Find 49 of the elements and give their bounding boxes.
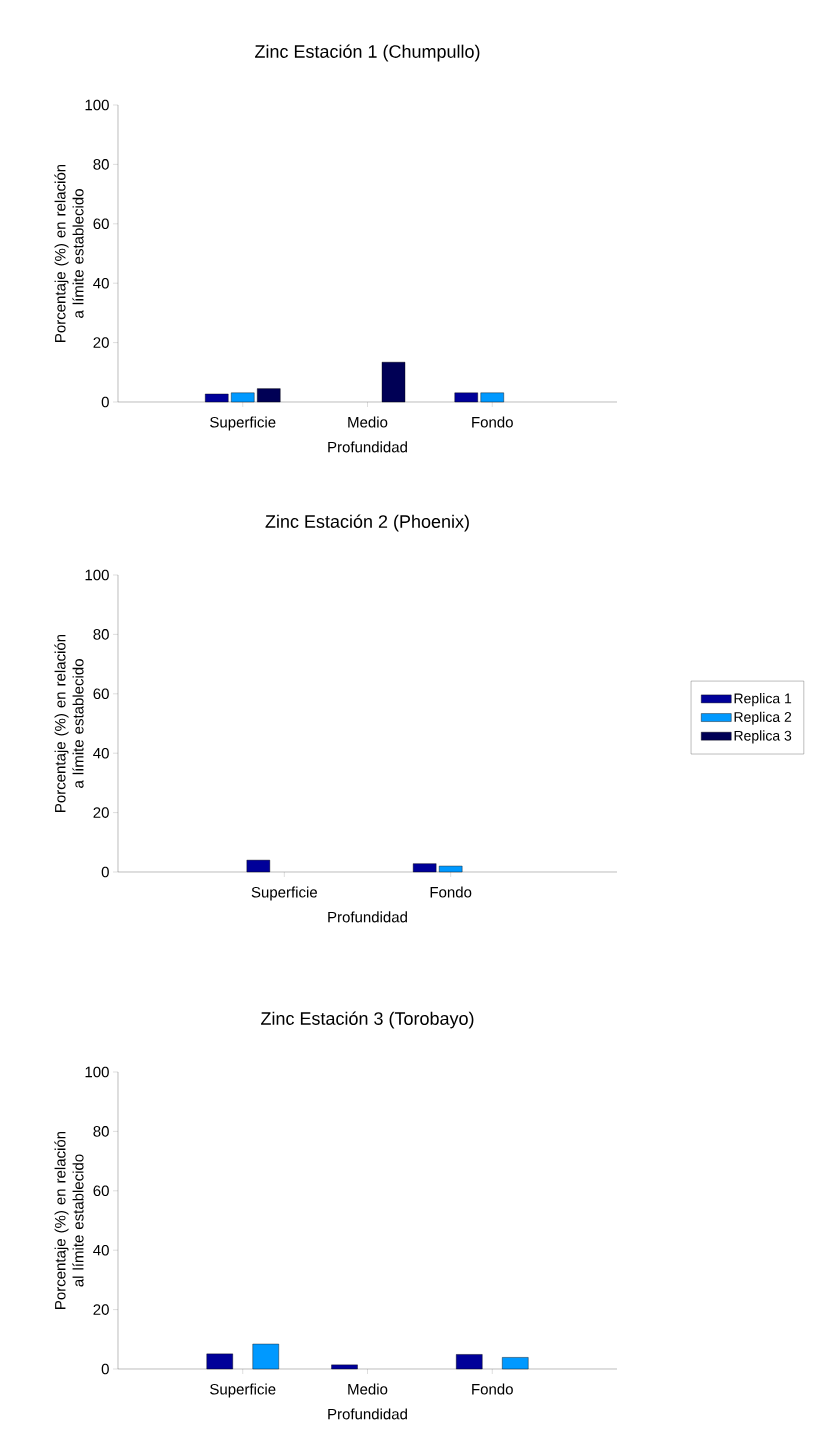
bar bbox=[252, 1343, 279, 1370]
y-axis-title: Porcentaje (%) en relación a límite establecido bbox=[54, 164, 84, 342]
bar bbox=[454, 392, 478, 403]
bar bbox=[205, 393, 229, 403]
y-tick-label: 80 bbox=[93, 629, 109, 640]
x-tick-label: Medio bbox=[348, 1383, 388, 1395]
y-tick-label: 60 bbox=[93, 688, 109, 700]
bar bbox=[480, 392, 504, 403]
y-axis-title: Porcentaje (%) en relación al límite establecido bbox=[54, 1131, 84, 1309]
y-tick-label: 60 bbox=[93, 218, 109, 230]
y-tick-label: 20 bbox=[93, 807, 109, 818]
bar bbox=[331, 1364, 358, 1370]
bar bbox=[257, 388, 281, 403]
y-tick-label: 100 bbox=[85, 99, 109, 111]
bar bbox=[206, 1353, 233, 1370]
x-axis-title: Profundidad bbox=[328, 1408, 407, 1420]
y-tick-label: 80 bbox=[93, 1126, 109, 1137]
y-tick-label: 20 bbox=[93, 1304, 109, 1315]
chart-title: Zinc Estación 2 (Phoenix) bbox=[265, 514, 469, 532]
y-tick-label: 0 bbox=[101, 1363, 109, 1375]
y-tick-label: 40 bbox=[93, 277, 109, 289]
x-axis-title: Profundidad bbox=[328, 441, 407, 453]
y-tick-label: 40 bbox=[93, 1244, 109, 1256]
x-axis-title: Profundidad bbox=[328, 911, 407, 923]
legend-label: Replica 2 bbox=[734, 711, 792, 725]
y-tick-label: 100 bbox=[85, 569, 109, 581]
chart-title: Zinc Estación 1 (Chumpullo) bbox=[255, 44, 480, 62]
x-tick-label: Fondo bbox=[430, 886, 472, 898]
y-tick-label: 0 bbox=[101, 866, 109, 878]
x-tick-label: Superficie bbox=[210, 416, 276, 431]
x-tick-label: Medio bbox=[348, 416, 388, 428]
bar bbox=[456, 1354, 483, 1370]
bar bbox=[381, 361, 406, 403]
y-tick-label: 100 bbox=[85, 1066, 109, 1078]
y-tick-label: 20 bbox=[93, 337, 109, 348]
y-axis-title: Porcentaje (%) en relación a límite establecido bbox=[54, 634, 84, 812]
chart-title: Zinc Estación 3 (Torobayo) bbox=[261, 1011, 474, 1029]
x-tick-label: Fondo bbox=[472, 416, 513, 428]
y-tick-label: 80 bbox=[93, 159, 109, 170]
y-tick-label: 40 bbox=[93, 747, 109, 759]
x-tick-label: Superficie bbox=[210, 1383, 276, 1398]
x-tick-label: Fondo bbox=[472, 1383, 513, 1395]
y-tick-label: 60 bbox=[93, 1185, 109, 1197]
bar bbox=[502, 1357, 529, 1370]
legend-label: Replica 1 bbox=[734, 693, 792, 707]
x-tick-label: Superficie bbox=[251, 886, 317, 901]
y-tick-label: 0 bbox=[101, 396, 109, 408]
bar bbox=[231, 392, 255, 403]
legend-label: Replica 3 bbox=[734, 730, 792, 744]
